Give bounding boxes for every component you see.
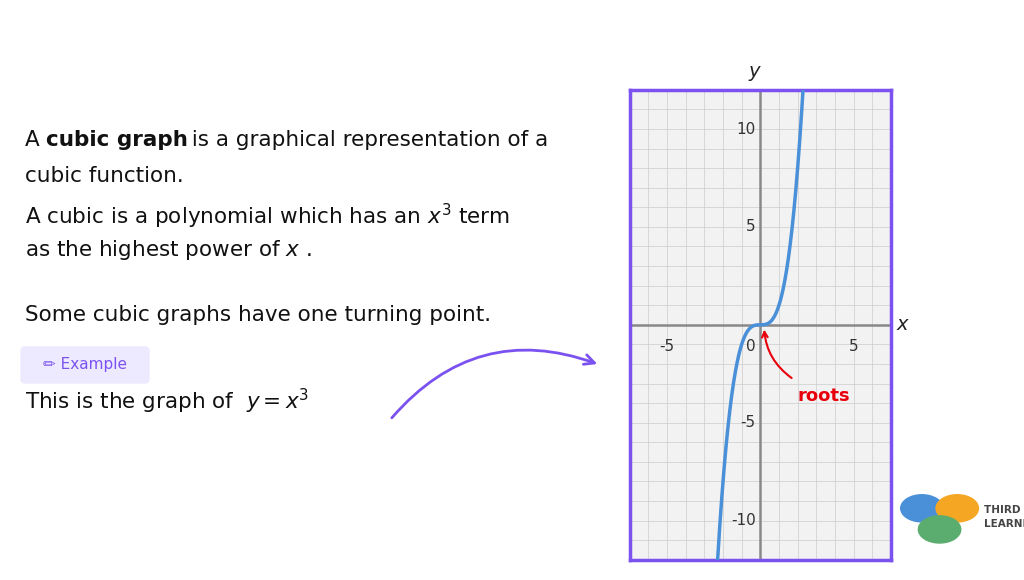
Text: is a graphical representation of a: is a graphical representation of a (185, 130, 548, 150)
Circle shape (919, 516, 961, 543)
Text: -10: -10 (731, 513, 756, 528)
Text: The Graph of  $y = x^3$: The Graph of $y = x^3$ (26, 19, 479, 71)
Text: Some cubic graphs have one turning point.: Some cubic graphs have one turning point… (25, 305, 492, 325)
Text: $x$: $x$ (896, 316, 910, 334)
Text: This is the graph of  $y = x^3$: This is the graph of $y = x^3$ (25, 387, 309, 416)
Text: A: A (25, 130, 47, 150)
Text: 0: 0 (746, 339, 756, 353)
Circle shape (936, 495, 979, 522)
Text: 10: 10 (736, 122, 756, 136)
Text: -5: -5 (740, 415, 756, 430)
Text: -5: -5 (659, 339, 675, 353)
Circle shape (901, 495, 943, 522)
Text: as the highest power of $x$ .: as the highest power of $x$ . (25, 238, 311, 262)
Text: THIRD SPACE
LEARNING: THIRD SPACE LEARNING (984, 505, 1024, 530)
FancyBboxPatch shape (22, 347, 150, 383)
Text: $y$: $y$ (749, 64, 762, 83)
FancyArrowPatch shape (392, 350, 595, 418)
Text: roots: roots (798, 387, 850, 405)
Text: 5: 5 (746, 219, 756, 234)
Text: cubic graph: cubic graph (46, 130, 187, 150)
Text: cubic function.: cubic function. (25, 166, 183, 186)
Text: 5: 5 (849, 339, 858, 353)
Text: A cubic is a polynomial which has an $x^3$ term: A cubic is a polynomial which has an $x^… (25, 202, 510, 231)
Text: ✏ Example: ✏ Example (43, 357, 127, 372)
